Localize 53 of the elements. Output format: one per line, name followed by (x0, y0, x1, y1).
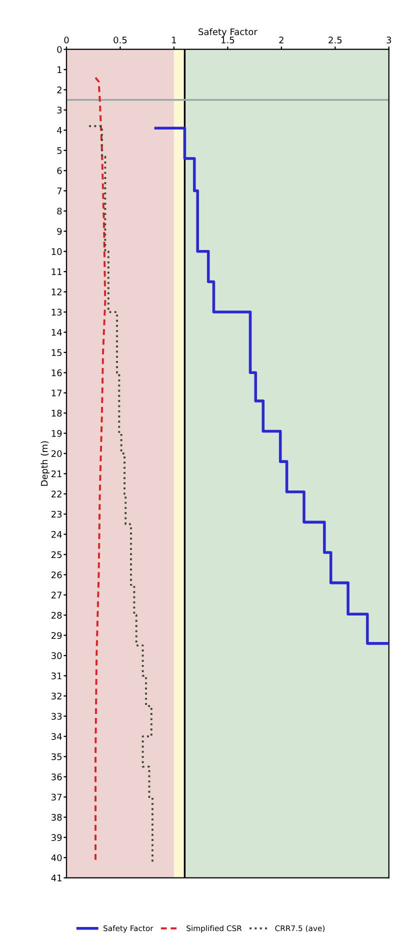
y-tick-label: 37 (52, 794, 62, 801)
y-tick-label: 20 (52, 450, 62, 458)
x-tick-label: 0.5 (114, 36, 127, 44)
y-tick-label: 8 (57, 208, 62, 215)
y-tick-label: 31 (52, 672, 62, 680)
y-tick-label: 25 (52, 551, 62, 558)
x-tick-label: 2 (279, 36, 284, 44)
y-tick-label: 40 (51, 854, 62, 862)
y-tick-label: 38 (52, 814, 62, 821)
y-tick-label: 4 (57, 127, 62, 134)
x-tick-label: 0 (64, 36, 69, 44)
y-tick-label: 17 (52, 390, 62, 396)
y-tick-label: 16 (52, 369, 62, 376)
y-tick-label: 33 (52, 712, 62, 720)
y-tick-label: 13 (52, 308, 62, 316)
y-tick-label: 39 (52, 834, 62, 841)
y-tick-label: 19 (52, 430, 62, 437)
y-tick-label: 3 (57, 106, 62, 114)
line-series (154, 126, 389, 645)
y-tick-label: 10 (52, 248, 62, 255)
y-tick-label: 6 (57, 167, 62, 174)
y-tick-label: 32 (52, 692, 62, 700)
y-tick-label: 2 (57, 86, 62, 94)
y-tick-label: 27 (52, 592, 62, 598)
y-tick-label: 11 (52, 268, 62, 276)
y-tick-label: 0 (57, 46, 62, 53)
y-axis-title: Depth (m) (40, 441, 50, 486)
y-tick-label: 1 (58, 66, 62, 73)
y-tick-label: 28 (52, 612, 62, 619)
x-tick-label: 1 (172, 36, 176, 44)
y-tick-label: 41 (51, 874, 62, 882)
y-tick-label: 35 (52, 753, 62, 760)
y-tick-label: 30 (52, 652, 62, 660)
y-tick-label: 5 (57, 147, 62, 154)
y-tick-label: 34 (52, 733, 62, 740)
y-tick-label: 23 (52, 510, 62, 518)
y-tick-label: 14 (52, 329, 62, 336)
line-series (94, 76, 106, 863)
y-tick-label: 21 (52, 470, 62, 478)
y-tick-label: 18 (52, 410, 62, 417)
y-tick-label: 7 (57, 188, 62, 194)
y-tick-label: 26 (52, 571, 62, 578)
x-axis-title: Safety Factor (198, 28, 258, 37)
y-tick-label: 15 (52, 349, 62, 356)
y-tick-label: 29 (52, 632, 62, 639)
y-tick-label: 24 (52, 531, 62, 538)
y-tick-label: 9 (57, 228, 62, 235)
y-tick-label: 36 (52, 774, 62, 780)
y-tick-label: 12 (52, 288, 62, 296)
x-tick-label: 1.5 (222, 36, 234, 44)
x-tick-label: 3 (386, 36, 392, 44)
y-tick-label: 22 (52, 490, 62, 498)
x-tick-label: 2.5 (328, 36, 342, 44)
